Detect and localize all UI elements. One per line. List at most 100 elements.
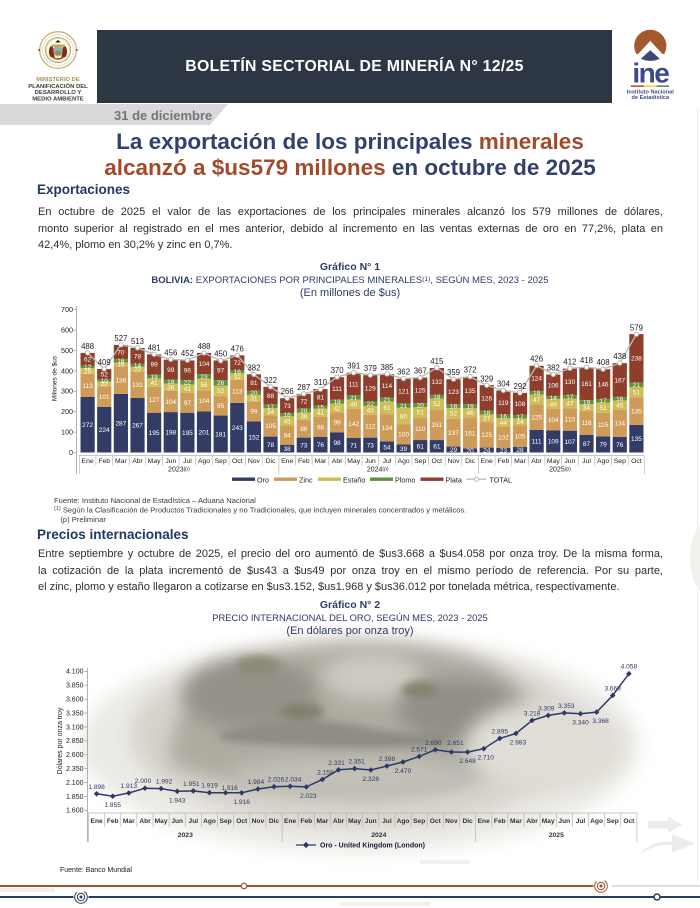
svg-text:Mar: Mar <box>123 818 135 825</box>
svg-text:426: 426 <box>530 355 543 364</box>
svg-text:1.913: 1.913 <box>121 783 138 790</box>
svg-text:72: 72 <box>234 360 242 367</box>
svg-text:310: 310 <box>314 378 328 387</box>
svg-text:1.919: 1.919 <box>201 783 218 790</box>
svg-text:36: 36 <box>167 384 175 391</box>
svg-text:1.898: 1.898 <box>88 784 105 791</box>
svg-text:31: 31 <box>250 395 258 402</box>
svg-text:3.218: 3.218 <box>524 710 541 717</box>
svg-text:Plomo: Plomo <box>395 476 415 485</box>
svg-text:20: 20 <box>466 448 474 455</box>
svg-text:19: 19 <box>333 399 341 406</box>
svg-text:359: 359 <box>447 368 460 377</box>
svg-text:370: 370 <box>331 366 345 375</box>
svg-text:Mar: Mar <box>315 458 327 465</box>
svg-text:2.158: 2.158 <box>317 769 334 776</box>
svg-text:52: 52 <box>433 401 441 408</box>
svg-text:10: 10 <box>101 378 109 385</box>
svg-text:488: 488 <box>197 342 210 351</box>
svg-text:1.943: 1.943 <box>169 797 186 804</box>
svg-text:Ene: Ene <box>281 458 293 465</box>
svg-text:Sep: Sep <box>607 818 619 825</box>
svg-text:3.600: 3.600 <box>66 697 84 704</box>
svg-text:125: 125 <box>481 432 492 439</box>
svg-text:98: 98 <box>317 424 325 431</box>
svg-text:Fuente: Banco Mundial: Fuente: Banco Mundial <box>60 867 132 874</box>
svg-text:500: 500 <box>61 346 73 355</box>
svg-text:23: 23 <box>200 374 208 381</box>
svg-text:137: 137 <box>448 430 459 437</box>
svg-text:54: 54 <box>383 444 391 451</box>
svg-text:112: 112 <box>365 423 376 430</box>
svg-text:Jun: Jun <box>365 458 376 465</box>
svg-text:19: 19 <box>583 399 591 406</box>
svg-text:Ene: Ene <box>478 818 490 825</box>
svg-text:49: 49 <box>550 401 558 408</box>
svg-text:19: 19 <box>151 374 159 381</box>
svg-text:114: 114 <box>382 383 393 390</box>
svg-text:Ago: Ago <box>590 818 603 825</box>
svg-text:3.340: 3.340 <box>572 720 589 727</box>
svg-text:Mar: Mar <box>510 818 522 825</box>
svg-text:Oct: Oct <box>236 818 248 825</box>
svg-text:372: 372 <box>464 366 477 375</box>
svg-text:15: 15 <box>317 404 325 411</box>
svg-text:PRECIO INTERNACIONAL DEL ORO,: PRECIO INTERNACIONAL DEL ORO, SEGÚN MES,… <box>212 612 487 623</box>
svg-text:2.034: 2.034 <box>285 776 302 783</box>
svg-text:80: 80 <box>400 413 408 420</box>
svg-text:106: 106 <box>548 383 559 390</box>
svg-text:Jun: Jun <box>165 458 176 465</box>
svg-text:37: 37 <box>483 416 491 423</box>
svg-text:127: 127 <box>149 397 160 404</box>
svg-text:2.895: 2.895 <box>492 728 509 735</box>
svg-text:124: 124 <box>531 376 542 383</box>
svg-text:1.916: 1.916 <box>221 785 238 792</box>
svg-text:2.983: 2.983 <box>510 740 527 747</box>
svg-text:73: 73 <box>284 403 292 410</box>
svg-text:Oro - United Kingdom (London): Oro - United Kingdom (London) <box>320 843 425 850</box>
svg-text:110: 110 <box>565 417 576 424</box>
svg-text:2.850: 2.850 <box>66 738 84 745</box>
svg-text:135: 135 <box>465 388 476 395</box>
svg-text:52: 52 <box>101 372 109 379</box>
svg-text:Jun: Jun <box>171 818 183 825</box>
svg-text:39: 39 <box>400 446 408 453</box>
svg-text:113: 113 <box>232 389 243 396</box>
svg-text:488: 488 <box>81 342 94 351</box>
svg-text:DESARROLLO Y: DESARROLLO Y <box>35 90 82 96</box>
svg-text:409: 409 <box>98 358 111 367</box>
svg-text:41: 41 <box>151 380 159 387</box>
svg-text:367: 367 <box>414 367 427 376</box>
svg-text:382: 382 <box>547 364 560 373</box>
svg-text:14: 14 <box>550 395 558 402</box>
svg-text:136: 136 <box>115 377 126 384</box>
svg-text:87: 87 <box>583 441 591 448</box>
svg-text:115: 115 <box>598 422 609 429</box>
svg-text:18: 18 <box>117 362 125 369</box>
svg-text:43: 43 <box>367 408 375 415</box>
svg-text:125: 125 <box>415 388 426 395</box>
svg-text:107: 107 <box>564 439 575 446</box>
svg-text:481: 481 <box>148 343 161 352</box>
svg-text:2.331: 2.331 <box>328 760 345 767</box>
svg-text:Feb: Feb <box>494 818 506 825</box>
svg-text:600: 600 <box>61 325 73 334</box>
svg-text:Ago: Ago <box>203 818 216 825</box>
svg-text:17: 17 <box>516 414 524 421</box>
svg-text:200: 200 <box>61 407 73 416</box>
svg-text:126: 126 <box>481 395 492 402</box>
svg-text:76: 76 <box>317 442 325 449</box>
svg-text:41: 41 <box>317 410 325 417</box>
svg-text:TOTAL: TOTAL <box>490 476 513 485</box>
svg-text:17: 17 <box>566 394 574 401</box>
svg-text:18: 18 <box>167 379 175 386</box>
svg-text:46: 46 <box>466 410 474 417</box>
svg-text:Jun: Jun <box>558 818 570 825</box>
svg-text:300: 300 <box>61 387 73 396</box>
svg-text:1.992: 1.992 <box>156 779 173 786</box>
svg-text:18: 18 <box>483 410 491 417</box>
svg-text:34: 34 <box>267 409 275 416</box>
svg-text:123: 123 <box>448 389 459 396</box>
svg-text:Oro: Oro <box>257 476 269 485</box>
svg-text:379: 379 <box>364 364 377 373</box>
